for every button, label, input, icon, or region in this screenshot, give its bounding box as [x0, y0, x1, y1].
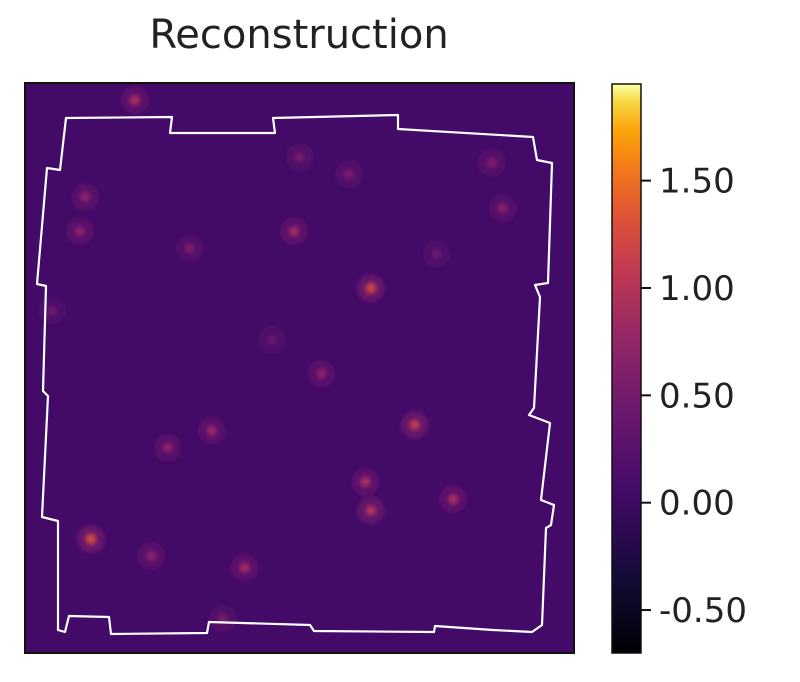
heatmap-peak — [431, 249, 442, 259]
colorbar-tick-label: 0.50 — [659, 376, 735, 416]
heatmap-peak — [409, 420, 420, 430]
heatmap-peak — [85, 534, 96, 544]
heatmap-peak — [206, 425, 217, 436]
heatmap-frame — [24, 82, 575, 654]
heatmap-peak — [74, 226, 85, 237]
colorbar-ticks: -0.50 0.00 0.50 1.00 1.50 — [641, 162, 747, 631]
heatmap-peak — [129, 95, 140, 106]
colorbar: -0.50 0.00 0.50 1.00 1.50 — [611, 83, 747, 654]
heatmap-background — [25, 83, 574, 653]
heatmap-peak — [80, 192, 91, 202]
heatmap-peak — [497, 203, 508, 214]
heatmap-peak — [365, 505, 376, 516]
heatmap-peak — [360, 477, 371, 487]
heatmap-peak — [239, 562, 250, 573]
heatmap-peak — [343, 169, 354, 180]
heatmap-peak — [162, 442, 173, 453]
heatmap-peak — [316, 368, 327, 379]
heatmap-features — [38, 86, 517, 633]
heatmap-peak — [184, 243, 195, 254]
chart-title: Reconstruction — [149, 12, 449, 58]
colorbar-tick-label: 1.50 — [659, 162, 735, 202]
colorbar-tick-label: 0.00 — [659, 484, 735, 524]
heatmap-peak — [47, 306, 58, 316]
heatmap-peak — [365, 283, 376, 294]
heatmap-area — [25, 83, 574, 653]
heatmap-peak — [294, 152, 305, 163]
colorbar-tick-label: -0.50 — [659, 591, 747, 631]
survey-footprint-outline — [35, 113, 556, 636]
heatmap-peak — [486, 157, 497, 168]
colorbar-gradient — [611, 83, 642, 654]
heatmap-peak — [448, 494, 459, 505]
colorbar-tick-label: 1.00 — [659, 269, 735, 309]
heatmap-peak — [267, 334, 278, 345]
heatmap-peak — [289, 226, 300, 237]
heatmap-peak — [146, 551, 157, 562]
